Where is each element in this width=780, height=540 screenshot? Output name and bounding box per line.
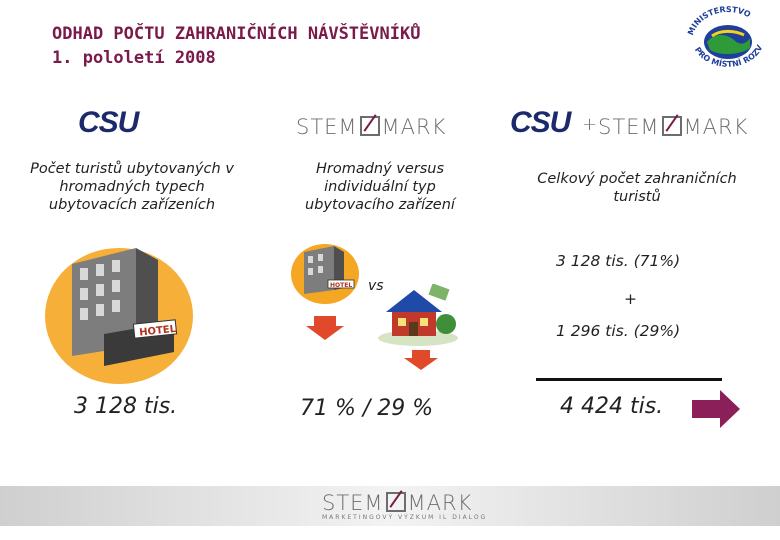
stemmark-logo-combined: STEM MARK bbox=[598, 114, 748, 139]
column-2-description: Hromadný versus individuální typ ubytova… bbox=[305, 161, 455, 213]
column-1-description: Počet turistů ubytovaných v hromadných t… bbox=[30, 161, 234, 213]
column-2-value: 71 % / 29 % bbox=[300, 396, 434, 421]
csu-logo: CSU bbox=[78, 106, 139, 139]
stemmark-logo-combined-left: STEM bbox=[598, 115, 660, 139]
page-title: ODHAD POČTU ZAHRANIČNÍCH NÁVŠTĚVNÍKŮ 1. … bbox=[52, 22, 420, 70]
hotel-illustration: HOTEL bbox=[45, 248, 193, 384]
down-arrow-icon-right bbox=[404, 350, 438, 370]
footer-logo-right: MARK bbox=[407, 491, 473, 515]
footer-tagline: MARKETINGOVÝ VÝZKUM IL DIALOG bbox=[322, 514, 488, 521]
column-3-value: 4 424 tis. bbox=[560, 394, 664, 419]
stemmark-box-icon bbox=[359, 116, 380, 136]
sum-plus: + bbox=[624, 290, 637, 308]
stemmark-logo-right: MARK bbox=[381, 115, 447, 139]
stemmark-logo-left: STEM bbox=[296, 115, 358, 139]
house-icon bbox=[378, 284, 458, 346]
column-3-description: Celkový počet zahraničních turistů bbox=[537, 171, 737, 205]
csu-logo-combined: CSU bbox=[510, 106, 571, 139]
footer-box-icon bbox=[385, 492, 406, 512]
small-hotel-sign: HOTEL bbox=[330, 282, 352, 289]
title-line-2: 1. pololetí 2008 bbox=[52, 48, 216, 68]
sum-part-2: 1 296 tis. (29%) bbox=[556, 322, 681, 340]
footer-logo-left: STEM bbox=[322, 491, 384, 515]
column-1-value: 3 128 tis. bbox=[74, 394, 178, 419]
small-hotel-icon: HOTEL bbox=[291, 244, 359, 304]
title-line-1: ODHAD POČTU ZAHRANIČNÍCH NÁVŠTĚVNÍKŮ bbox=[52, 24, 421, 44]
stemmark-box-icon-combined bbox=[661, 116, 682, 136]
hotel-sign: HOTEL bbox=[139, 324, 177, 339]
stemmark-logo: STEM MARK bbox=[296, 114, 446, 139]
right-arrow-icon bbox=[692, 390, 740, 428]
plus-sign-logo: + bbox=[582, 114, 599, 135]
versus-label: vs bbox=[368, 278, 384, 294]
sum-part-1: 3 128 tis. (71%) bbox=[556, 252, 681, 270]
ministry-logo: MINISTERSTVO PRO MÍSTNÍ ROZVOJ bbox=[682, 2, 765, 69]
down-arrow-icon-left bbox=[306, 316, 344, 340]
stemmark-logo-combined-right: MARK bbox=[683, 115, 749, 139]
footer-stemmark-logo: STEM MARK bbox=[322, 490, 472, 515]
sum-divider bbox=[536, 378, 722, 381]
